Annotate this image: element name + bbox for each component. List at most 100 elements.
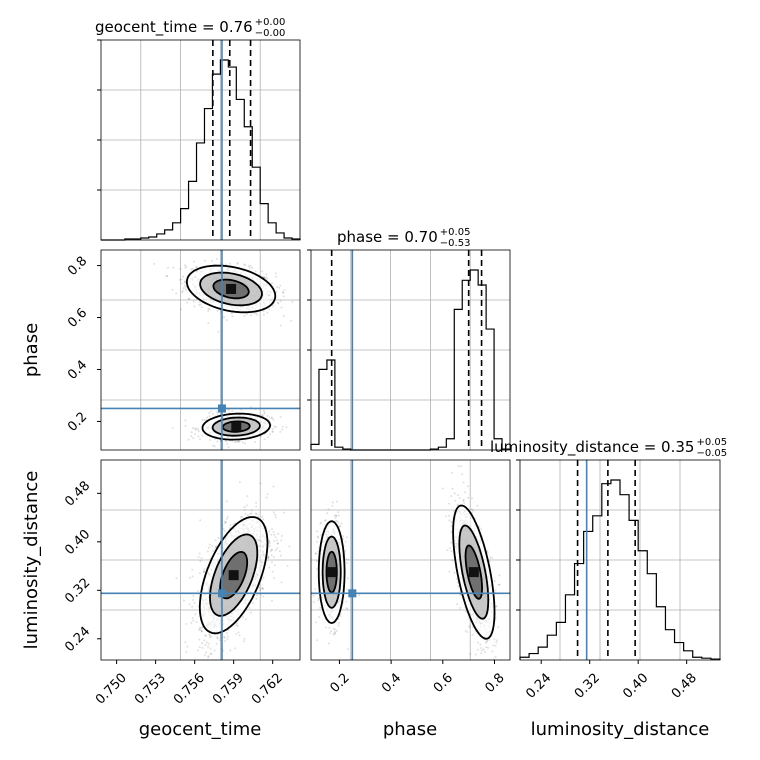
sample-point (213, 649, 216, 652)
sample-point (191, 575, 194, 578)
tick-label: 0.750 (93, 671, 130, 708)
sample-point (207, 310, 210, 313)
sample-point (166, 275, 169, 278)
sample-point (267, 556, 270, 559)
sample-point (276, 542, 279, 545)
sample-point (249, 512, 252, 515)
sample-point (497, 625, 500, 628)
sample-point (257, 515, 260, 518)
sample-point (244, 618, 247, 621)
sample-point (462, 499, 465, 502)
sample-point (262, 518, 265, 521)
sample-point (223, 316, 226, 319)
sample-point (192, 300, 195, 303)
sample-point (192, 598, 195, 601)
sample-point (464, 629, 467, 632)
sample-point (181, 291, 184, 294)
title-geocent_time: geocent_time = 0.76 +0.00−0.00 (95, 17, 285, 39)
sample-point (192, 594, 195, 597)
sample-point (262, 313, 265, 316)
sample-point (337, 624, 340, 627)
sample-point (463, 501, 466, 504)
panel-frame (100, 459, 301, 661)
sample-point (184, 286, 187, 289)
sample-point (236, 262, 239, 265)
injection-point (348, 589, 357, 598)
sample-point (237, 440, 240, 443)
sample-point (254, 270, 257, 273)
contour-line (317, 520, 346, 624)
sample-point (335, 514, 338, 517)
title-phase: phase = 0.70 +0.05−0.53 (337, 227, 470, 249)
sample-point (274, 426, 277, 429)
histogram-phase (310, 269, 511, 451)
sample-point (335, 500, 338, 503)
sample-point (271, 430, 274, 433)
sample-point (486, 640, 489, 643)
tick-label: 0.762 (249, 671, 286, 708)
sample-point (171, 288, 174, 291)
sample-point (471, 509, 474, 512)
sample-point (453, 571, 456, 574)
sample-point (227, 446, 230, 449)
sample-point (237, 631, 240, 634)
sample-point (332, 633, 335, 636)
sample-point (450, 541, 453, 544)
sample-point (444, 515, 447, 518)
sample-point (191, 568, 194, 571)
sample-point (209, 438, 212, 441)
contour-line (212, 278, 250, 300)
sample-point (276, 286, 279, 289)
sample-point (251, 601, 254, 604)
sample-point (278, 286, 281, 289)
sample-point (339, 615, 342, 618)
sample-point (261, 587, 264, 590)
sample-point (208, 634, 211, 637)
sample-point (316, 530, 319, 533)
sample-point (182, 599, 185, 602)
sample-point (268, 540, 271, 543)
sample-point (222, 528, 225, 531)
sample-point (333, 514, 336, 517)
sample-point (225, 521, 228, 524)
sample-point (274, 513, 277, 516)
sample-point (255, 501, 258, 504)
sample-point (489, 556, 492, 559)
sample-point (153, 262, 156, 265)
sample-point (222, 649, 225, 652)
sample-point (441, 487, 444, 490)
title-minus: −0.00 (255, 28, 286, 39)
sample-point (468, 626, 471, 629)
sample-point (211, 545, 214, 548)
sample-point (203, 419, 206, 422)
sample-point (290, 319, 293, 322)
sample-point (202, 570, 205, 573)
sample-point (470, 497, 473, 500)
sample-point (485, 646, 488, 649)
sample-point (262, 576, 265, 579)
sample-point (236, 440, 239, 443)
title-base: phase = 0.70 (337, 228, 438, 246)
sample-point (328, 626, 331, 629)
sample-point (471, 633, 474, 636)
sample-point (199, 629, 202, 632)
sample-point (337, 511, 340, 514)
sample-point (332, 627, 335, 630)
sample-point (215, 545, 218, 548)
sample-point (261, 414, 264, 417)
sample-point (486, 639, 489, 642)
density-peak (226, 283, 237, 294)
sample-point (319, 522, 322, 525)
sample-point (253, 312, 256, 315)
sample-point (272, 530, 275, 533)
sample-point (282, 295, 285, 298)
title-minus: −0.53 (440, 238, 471, 249)
contour-line (198, 516, 269, 635)
sample-point (288, 545, 291, 548)
sample-point (235, 622, 238, 625)
sample-point (198, 572, 201, 575)
sample-point (327, 508, 330, 511)
sample-point (448, 570, 451, 573)
sample-point (316, 535, 319, 538)
sample-point (204, 634, 207, 637)
